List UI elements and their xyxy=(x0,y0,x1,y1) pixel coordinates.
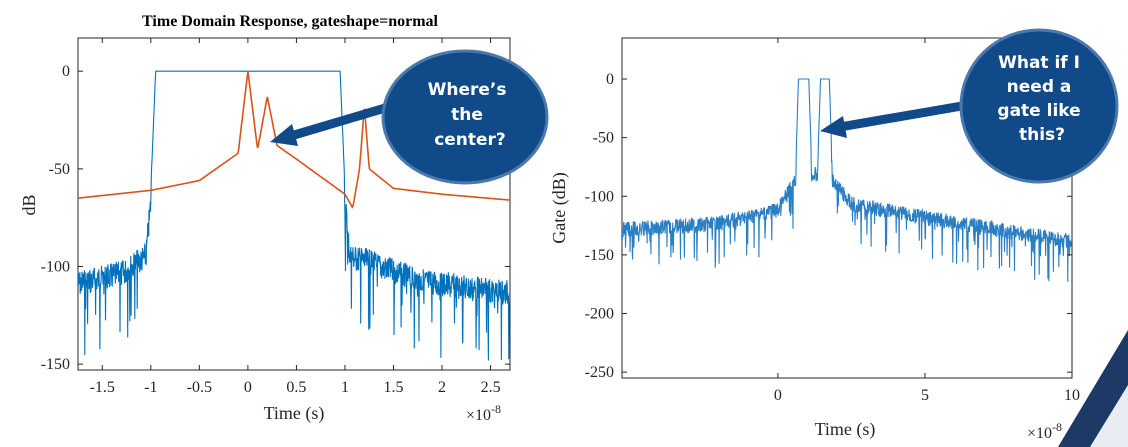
right-x-axis-label: Time (s) xyxy=(815,419,876,440)
series-line-0 xyxy=(78,70,510,361)
y-tick-label: -200 xyxy=(585,306,614,323)
callout-arrowhead-right xyxy=(820,116,847,138)
x-tick-label: 0 xyxy=(244,379,252,396)
callout-bubble-right xyxy=(959,28,1119,184)
series-line-0 xyxy=(622,78,1072,282)
y-tick-label: 0 xyxy=(62,63,70,80)
left-chart-title: Time Domain Response, gateshape=normal xyxy=(142,13,438,30)
callout-arrowhead-left xyxy=(270,124,298,146)
callout-text-right: What if I need a gate like this? xyxy=(997,53,1086,145)
left-x-exponent: ×10-8 xyxy=(466,402,501,424)
callout-gate-like-this: What if I need a gate like this? xyxy=(820,28,1119,184)
series-line-1 xyxy=(78,71,510,209)
y-tick-label: -150 xyxy=(41,356,70,373)
x-tick-label: 2 xyxy=(438,379,446,396)
corner-decoration-light xyxy=(1090,385,1128,447)
callout-where-center: Where’s the center? xyxy=(270,49,549,185)
y-tick-label: -250 xyxy=(585,364,614,381)
y-tick-label: -100 xyxy=(41,258,70,275)
y-tick-label: 0 xyxy=(606,71,614,88)
left-y-axis-label: dB xyxy=(19,194,39,215)
callout-text-left: Where’s the center? xyxy=(428,80,513,150)
y-tick-label: -150 xyxy=(585,247,614,264)
x-tick-label: 1.5 xyxy=(384,379,404,396)
right-x-exponent: ×10-8 xyxy=(1027,420,1062,442)
callout-bubble-left xyxy=(381,49,549,185)
x-tick-label: 0.5 xyxy=(286,379,306,396)
y-tick-label: -100 xyxy=(585,188,614,205)
x-tick-label: -1.5 xyxy=(90,379,115,396)
x-tick-label: 5 xyxy=(921,387,929,404)
x-tick-label: -1 xyxy=(144,379,157,396)
x-tick-label: 10 xyxy=(1064,387,1080,404)
x-tick-label: 0 xyxy=(774,387,782,404)
x-tick-label: 1 xyxy=(341,379,349,396)
x-tick-label: 2.5 xyxy=(481,379,501,396)
y-tick-label: -50 xyxy=(593,130,614,147)
x-tick-label: -0.5 xyxy=(187,379,212,396)
y-tick-label: -50 xyxy=(49,161,70,178)
right-y-axis-label: Gate (dB) xyxy=(549,172,570,243)
left-x-axis-label: Time (s) xyxy=(264,403,325,424)
